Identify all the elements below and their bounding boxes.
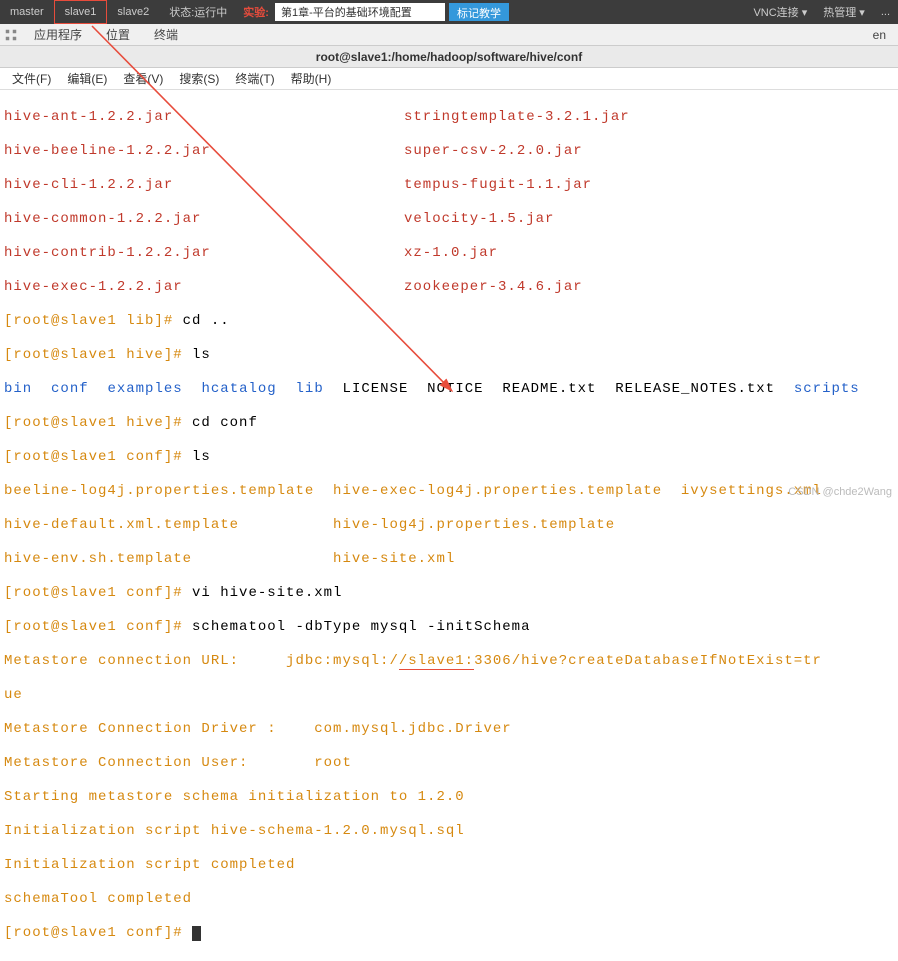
prompt: [root@slave1 conf]#: [4, 925, 192, 941]
conn-driver: Metastore Connection Driver : com.mysql.…: [4, 721, 894, 738]
jar-left: hive-exec-1.2.2.jar: [4, 279, 404, 296]
conf-ls: hive-env.sh.template hive-site.xml: [4, 551, 894, 568]
menu-edit[interactable]: 编辑(E): [59, 70, 115, 87]
conf-ls: beeline-log4j.properties.template hive-e…: [4, 483, 894, 500]
jar-right: zookeeper-3.4.6.jar: [404, 279, 583, 295]
places-menu[interactable]: 位置: [94, 26, 142, 43]
prompt: [root@slave1 conf]#: [4, 449, 192, 465]
jar-right: xz-1.0.jar: [404, 245, 498, 261]
dir: examples: [107, 381, 182, 397]
more-menu[interactable]: ...: [873, 6, 898, 18]
heat-menu[interactable]: 热管理 ▾: [815, 4, 873, 20]
prompt: [root@slave1 conf]#: [4, 585, 192, 601]
status-label: 状态:运行中: [159, 4, 237, 20]
conn-user: Metastore Connection User: root: [4, 755, 894, 772]
dir: conf: [51, 381, 89, 397]
conn-url-label: Metastore connection URL:: [4, 653, 286, 669]
tab-slave2[interactable]: slave2: [107, 0, 159, 24]
cmd: ls: [192, 449, 211, 465]
cmd: ls: [192, 347, 211, 363]
jar-left: hive-cli-1.2.2.jar: [4, 177, 404, 194]
topbar: master slave1 slave2 状态:运行中 实验: 标记教学 VNC…: [0, 0, 898, 24]
conn-url: jdbc:mysql:/: [286, 653, 399, 669]
tab-master[interactable]: master: [0, 0, 54, 24]
cmd: schematool -dbType mysql -initSchema: [192, 619, 530, 635]
cmd: cd ..: [183, 313, 230, 329]
jar-left: hive-ant-1.2.2.jar: [4, 109, 404, 126]
prompt: [root@slave1 lib]#: [4, 313, 183, 329]
menu-file[interactable]: 文件(F): [4, 70, 59, 87]
jar-right: stringtemplate-3.2.1.jar: [404, 109, 630, 125]
prompt: [root@slave1 hive]#: [4, 347, 192, 363]
file: LICENSE: [343, 381, 409, 397]
lang-indicator[interactable]: en: [865, 28, 894, 42]
dir: scripts: [794, 381, 860, 397]
experiment-label: 实验:: [237, 4, 275, 20]
jar-right: velocity-1.5.jar: [404, 211, 554, 227]
chapter-select[interactable]: [275, 3, 445, 21]
terminal-menu[interactable]: 终端: [142, 26, 190, 43]
file: README.txt: [502, 381, 596, 397]
file: RELEASE_NOTES.txt: [615, 381, 775, 397]
tab-slave1[interactable]: slave1: [54, 0, 108, 24]
dir: lib: [296, 381, 324, 397]
menubar: 文件(F) 编辑(E) 查看(V) 搜索(S) 终端(T) 帮助(H): [0, 68, 898, 90]
starting: Starting metastore schema initialization…: [4, 789, 894, 806]
mark-teach-button[interactable]: 标记教学: [449, 3, 509, 21]
conn-url-cont: ue: [4, 687, 894, 704]
conf-ls: hive-default.xml.template hive-log4j.pro…: [4, 517, 894, 534]
menu-search[interactable]: 搜索(S): [171, 70, 227, 87]
apps-icon: [4, 28, 18, 42]
jar-left: hive-contrib-1.2.2.jar: [4, 245, 404, 262]
vnc-menu[interactable]: VNC连接 ▾: [745, 4, 815, 20]
gnome-toolbar: 应用程序 位置 终端 en: [0, 24, 898, 46]
init-script: Initialization script hive-schema-1.2.0.…: [4, 823, 894, 840]
conn-url-host: /slave1:: [399, 653, 474, 670]
init-done: Initialization script completed: [4, 857, 894, 874]
schema-done: schemaTool completed: [4, 891, 894, 908]
menu-help[interactable]: 帮助(H): [283, 70, 340, 87]
window-title: root@slave1:/home/hadoop/software/hive/c…: [0, 46, 898, 68]
dir: bin: [4, 381, 32, 397]
cursor-icon: [192, 926, 201, 941]
terminal-output[interactable]: hive-ant-1.2.2.jarstringtemplate-3.2.1.j…: [0, 90, 898, 961]
menu-view[interactable]: 查看(V): [115, 70, 171, 87]
jar-right: super-csv-2.2.0.jar: [404, 143, 583, 159]
cmd: cd conf: [192, 415, 258, 431]
menu-terminal[interactable]: 终端(T): [227, 70, 282, 87]
cmd: vi hive-site.xml: [192, 585, 342, 601]
file: NOTICE: [427, 381, 483, 397]
jar-right: tempus-fugit-1.1.jar: [404, 177, 592, 193]
jar-left: hive-beeline-1.2.2.jar: [4, 143, 404, 160]
apps-menu[interactable]: 应用程序: [22, 26, 94, 43]
dir: hcatalog: [201, 381, 276, 397]
watermark: CSDN @chde2Wang: [788, 486, 892, 498]
prompt: [root@slave1 conf]#: [4, 619, 192, 635]
conn-url: 3306/hive?createDatabaseIfNotExist=tr: [474, 653, 822, 669]
prompt: [root@slave1 hive]#: [4, 415, 192, 431]
jar-left: hive-common-1.2.2.jar: [4, 211, 404, 228]
